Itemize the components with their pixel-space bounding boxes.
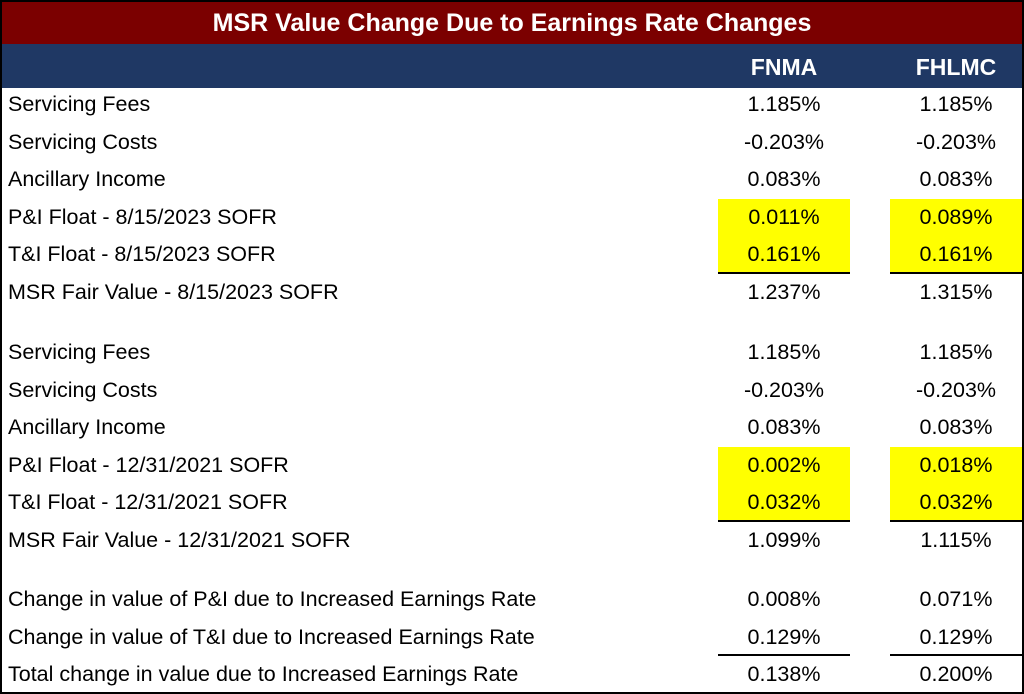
value-cell: 0.008% (747, 587, 821, 611)
value-cell: 0.083% (747, 167, 821, 192)
column-header: FNMA (750, 54, 818, 80)
table-title: MSR Value Change Due to Earnings Rate Ch… (2, 2, 1022, 44)
row-label: Servicing Costs (8, 129, 158, 154)
value-cell: 0.032% (718, 484, 850, 522)
value-cell: 1.185% (919, 340, 993, 364)
value-cell: -0.203% (743, 129, 825, 154)
value-cell: 1.185% (747, 92, 821, 116)
row-label: Servicing Costs (8, 377, 158, 402)
value-cell: -0.203% (743, 377, 825, 402)
row-label: Change in value of P&I due to Increased … (8, 587, 537, 611)
value-cell: 0.129% (718, 619, 850, 657)
value-cell: 0.161% (890, 236, 1022, 274)
value-cell: 0.083% (747, 415, 821, 440)
row-label: T&I Float - 8/15/2023 SOFR (8, 242, 276, 267)
row-label: Servicing Fees (8, 340, 151, 364)
row-label: T&I Float - 12/31/2021 SOFR (8, 490, 288, 515)
value-cell: 1.099% (747, 528, 821, 552)
value-cell: 0.011% (718, 198, 850, 237)
value-cell: 1.115% (920, 528, 992, 552)
value-cell: 0.002% (718, 446, 850, 485)
header-row: FNMA FHLMC (2, 44, 1022, 88)
value-cell: 1.185% (919, 92, 993, 116)
value-cell: 0.083% (919, 415, 993, 440)
value-cell: 0.200% (919, 662, 993, 687)
column-header: FHLMC (915, 54, 997, 80)
row-label: Ancillary Income (8, 167, 166, 192)
value-cell: -0.203% (915, 129, 997, 154)
row-label: Servicing Fees (8, 92, 151, 116)
value-cell: 0.032% (890, 484, 1022, 522)
value-cell: 0.089% (890, 198, 1022, 237)
value-cell: 0.161% (718, 236, 850, 274)
value-cell: 0.083% (919, 167, 993, 192)
value-cell: 1.315% (919, 280, 993, 304)
value-cell: 1.237% (747, 280, 821, 304)
row-label: MSR Fair Value - 12/31/2021 SOFR (8, 528, 351, 552)
row-label: P&I Float - 8/15/2023 SOFR (8, 204, 277, 229)
value-cell: 1.185% (747, 340, 821, 364)
value-cell: 0.129% (890, 619, 1022, 657)
row-label: MSR Fair Value - 8/15/2023 SOFR (8, 280, 339, 304)
value-cell: -0.203% (915, 377, 997, 402)
value-cell: 0.018% (890, 446, 1022, 485)
value-cell: 0.138% (747, 662, 821, 687)
row-label: P&I Float - 12/31/2021 SOFR (8, 452, 289, 477)
row-label: Total change in value due to Increased E… (8, 662, 519, 687)
row-label: Change in value of T&I due to Increased … (8, 624, 535, 649)
row-label: Ancillary Income (8, 415, 166, 440)
value-cell: 0.071% (919, 587, 993, 611)
